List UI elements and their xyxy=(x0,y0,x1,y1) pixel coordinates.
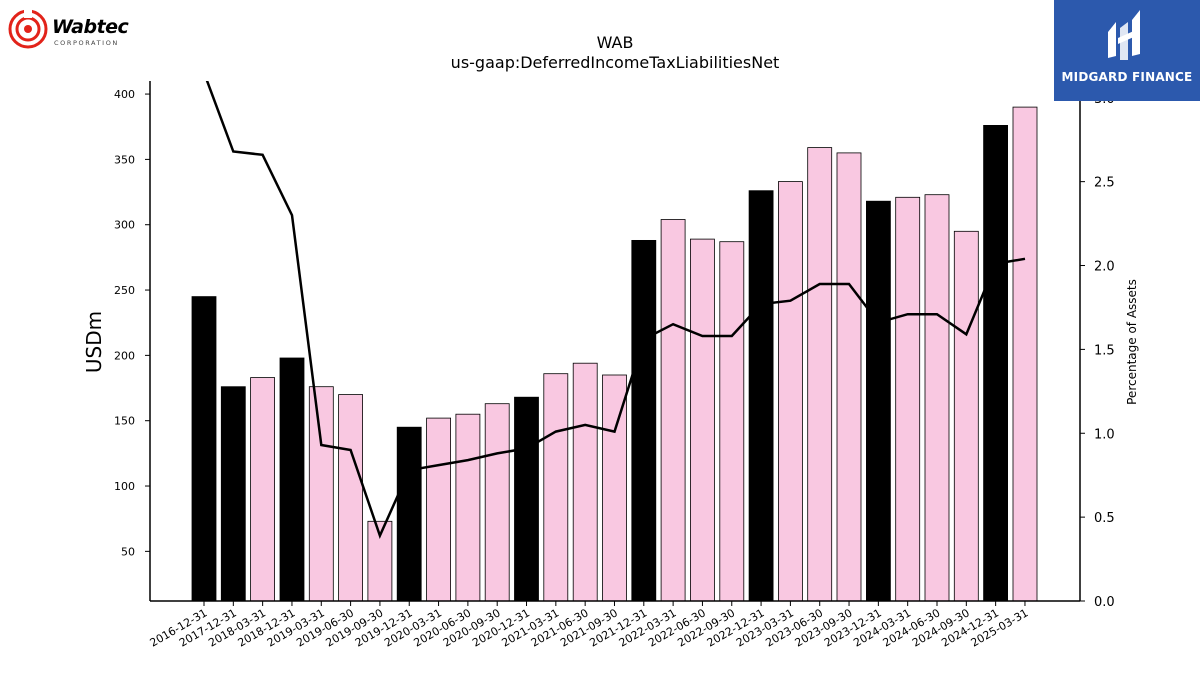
midgard-logo-icon xyxy=(1108,10,1140,60)
y-tick-label: 100 xyxy=(114,480,135,493)
bar-2024-06-30 xyxy=(924,194,950,602)
bar-2018-12-31 xyxy=(279,357,305,602)
bar-2021-12-31 xyxy=(631,239,657,602)
y-tick-label: 250 xyxy=(114,284,135,297)
bars-group xyxy=(191,106,1038,602)
y-tick-label: 50 xyxy=(121,545,135,558)
bar-2018-03-31 xyxy=(250,377,276,602)
bar-2025-03-31 xyxy=(1012,106,1038,602)
y-tick-label: 400 xyxy=(114,88,135,101)
bar-2024-09-30 xyxy=(953,230,979,602)
bar-2022-03-31 xyxy=(660,219,686,602)
line-group xyxy=(205,81,1026,540)
bar-2019-03-31 xyxy=(308,386,334,602)
wabtec-logo-subtext: CORPORATION xyxy=(54,39,119,47)
y-axis-label: USDm xyxy=(82,311,106,373)
y-tick-label: 300 xyxy=(114,219,135,232)
y-right-tick-label: 0.5 xyxy=(1094,511,1115,526)
bar-2023-09-30 xyxy=(836,152,862,602)
chart-subtitle: us-gaap:DeferredIncomeTaxLiabilitiesNet xyxy=(451,53,780,72)
y-tick-label: 350 xyxy=(114,153,135,166)
bar-2016-12-31 xyxy=(191,296,217,602)
midgard-logo-text: MIDGARD FINANCE xyxy=(1061,70,1193,84)
y-right-tick-label: 2.5 xyxy=(1094,176,1115,191)
bar-2023-06-30 xyxy=(807,147,833,602)
series-line xyxy=(205,81,1026,540)
bar-2023-03-31 xyxy=(778,181,803,602)
y-right-tick-label: 2.0 xyxy=(1094,260,1115,275)
bar-2021-03-31 xyxy=(543,373,569,602)
bar-2022-12-31 xyxy=(748,190,774,602)
y-right-tick-label: 1.0 xyxy=(1094,427,1115,442)
y-tick-label: 150 xyxy=(114,415,135,428)
bar-2017-12-31 xyxy=(220,386,246,602)
wabtec-logo: Wabtec CORPORATION xyxy=(6,6,146,52)
bar-2019-12-31 xyxy=(396,426,422,602)
y-axis-right-label: Percentage of Assets xyxy=(1125,279,1139,405)
midgard-finance-logo: MIDGARD FINANCE xyxy=(1054,0,1200,101)
bar-2023-12-31 xyxy=(866,200,891,602)
bar-2019-06-30 xyxy=(338,394,364,602)
y-tick-label: 200 xyxy=(114,349,135,362)
bar-2022-09-30 xyxy=(719,241,745,602)
wabtec-logo-icon xyxy=(8,8,48,49)
bar-2020-09-30 xyxy=(484,403,510,602)
bar-2024-03-31 xyxy=(895,196,921,602)
bar-2020-12-31 xyxy=(514,396,539,602)
bar-2024-12-31 xyxy=(983,125,1008,602)
y-right-tick-label: 1.5 xyxy=(1094,343,1115,358)
bar-2021-09-30 xyxy=(602,374,627,602)
bar-2020-06-30 xyxy=(455,413,481,602)
wabtec-logo-text: Wabtec xyxy=(52,16,129,38)
bar-2020-03-31 xyxy=(426,417,452,602)
y-right-tick-label: 0.0 xyxy=(1094,595,1115,610)
bar-2022-06-30 xyxy=(690,238,715,602)
chart-title: WAB xyxy=(597,33,634,52)
bar-2021-06-30 xyxy=(572,362,598,602)
